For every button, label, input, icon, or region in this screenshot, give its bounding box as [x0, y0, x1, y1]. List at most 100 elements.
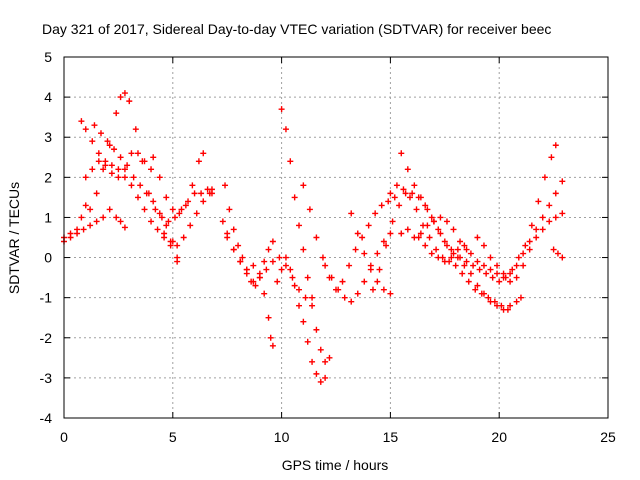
- data-point: [424, 222, 431, 229]
- data-point: [509, 266, 516, 273]
- data-point: [443, 242, 450, 249]
- y-tick-label: 0: [44, 250, 52, 266]
- data-point: [128, 182, 135, 189]
- data-point: [102, 158, 109, 165]
- data-point: [97, 130, 104, 137]
- data-point: [93, 218, 100, 225]
- data-point: [452, 262, 459, 269]
- data-point: [282, 254, 289, 261]
- data-point: [417, 230, 424, 237]
- data-point: [95, 150, 102, 157]
- data-point: [374, 250, 381, 257]
- data-point: [480, 242, 487, 249]
- data-point: [178, 206, 185, 213]
- data-point: [507, 278, 514, 285]
- data-point: [513, 274, 520, 281]
- data-point: [313, 370, 320, 377]
- data-point: [250, 278, 257, 285]
- data-point: [546, 202, 553, 209]
- y-axis-label: SDTVAR / TECUs: [6, 182, 22, 294]
- data-point: [341, 294, 348, 301]
- data-point: [339, 278, 346, 285]
- data-point: [552, 190, 559, 197]
- y-tick-label: 3: [44, 129, 52, 145]
- data-point: [265, 314, 272, 321]
- data-point: [546, 218, 553, 225]
- data-point: [387, 230, 394, 237]
- data-point: [309, 294, 316, 301]
- data-point: [517, 294, 524, 301]
- data-point: [134, 194, 141, 201]
- data-point: [167, 238, 174, 245]
- data-point: [195, 158, 202, 165]
- data-point: [494, 270, 501, 277]
- x-tick-label: 15: [383, 429, 399, 445]
- data-point: [291, 282, 298, 289]
- data-point: [165, 218, 172, 225]
- y-tick-label: 2: [44, 169, 52, 185]
- y-tick-label: -2: [40, 330, 53, 346]
- data-point: [261, 258, 268, 265]
- data-point: [174, 242, 181, 249]
- data-point: [526, 246, 533, 253]
- data-point: [287, 158, 294, 165]
- x-tick-label: 25: [600, 429, 616, 445]
- data-point: [208, 190, 215, 197]
- data-point: [313, 234, 320, 241]
- data-point: [526, 238, 533, 245]
- data-point: [296, 222, 303, 229]
- data-point: [269, 258, 276, 265]
- data-point: [111, 146, 118, 153]
- data-point: [189, 182, 196, 189]
- data-point: [319, 254, 326, 261]
- data-point: [489, 274, 496, 281]
- data-point: [496, 278, 503, 285]
- chart-title: Day 321 of 2017, Sidereal Day-to-day VTE…: [42, 21, 551, 37]
- data-point: [520, 250, 527, 257]
- data-point: [139, 158, 146, 165]
- data-point: [485, 294, 492, 301]
- series-arc-18: [387, 182, 511, 313]
- data-point: [361, 250, 368, 257]
- series-arc-11: [224, 234, 276, 349]
- data-point: [433, 246, 440, 253]
- series-arc-2: [61, 206, 128, 241]
- data-point: [137, 182, 144, 189]
- data-point: [404, 226, 411, 233]
- data-point: [467, 270, 474, 277]
- data-point: [263, 266, 270, 273]
- data-point: [476, 266, 483, 273]
- data-point: [89, 166, 96, 173]
- data-point: [539, 226, 546, 233]
- y-tick-label: -1: [40, 290, 53, 306]
- data-point: [304, 274, 311, 281]
- data-point: [163, 194, 170, 201]
- data-point: [365, 222, 372, 229]
- data-point: [520, 262, 527, 269]
- data-point: [404, 166, 411, 173]
- data-point: [89, 138, 96, 145]
- data-point: [145, 190, 152, 197]
- data-point: [474, 258, 481, 265]
- data-point: [304, 338, 311, 345]
- data-point: [256, 274, 263, 281]
- data-point: [504, 306, 511, 313]
- data-point: [474, 282, 481, 289]
- data-point: [104, 138, 111, 145]
- data-point: [465, 278, 472, 285]
- series-arc-8: [161, 190, 215, 249]
- data-points: [61, 90, 566, 385]
- data-point: [113, 110, 120, 117]
- data-point: [148, 218, 155, 225]
- data-point: [422, 202, 429, 209]
- series-arc-6: [132, 126, 215, 225]
- series-arc-1: [61, 90, 133, 245]
- data-point: [169, 206, 176, 213]
- data-point: [500, 270, 507, 277]
- data-point: [554, 250, 561, 257]
- data-point: [378, 202, 385, 209]
- data-point: [393, 182, 400, 189]
- series-arc-7: [150, 150, 207, 217]
- data-point: [121, 174, 128, 181]
